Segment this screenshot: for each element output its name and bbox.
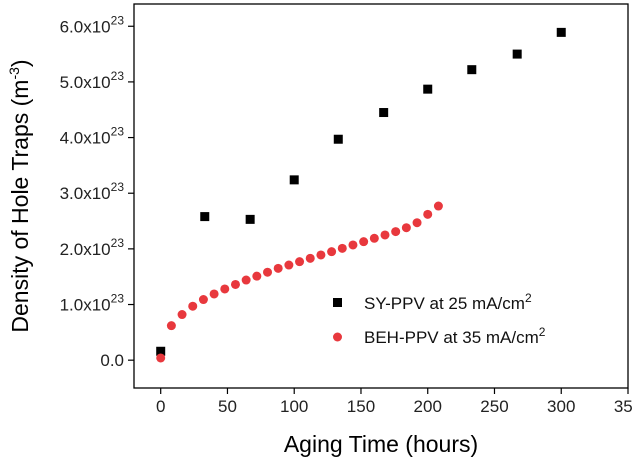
legend-label-sy-ppv-text: SY-PPV at 25 mA/cm [364, 294, 525, 313]
beh-ppv-point [273, 263, 283, 273]
beh-ppv-point [348, 240, 358, 250]
beh-ppv-point [252, 271, 262, 281]
plot-frame [133, 3, 629, 389]
data-points [156, 27, 566, 363]
sy-ppv-point [200, 212, 210, 222]
y-tick-label: 6.0x1023 [60, 13, 125, 36]
y-tick-label: 4.0x1023 [60, 125, 125, 148]
sy-ppv-point [379, 108, 389, 118]
beh-ppv-point [305, 253, 315, 263]
beh-ppv-point [391, 227, 401, 237]
y-axis-tick-labels: 0.0 1.0x1023 2.0x1023 3.0x1023 4.0x1023 5.0x1… [60, 13, 125, 370]
beh-ppv-point [295, 257, 305, 267]
y-tick-label: 3.0x1023 [60, 180, 125, 203]
y-axis-title-main: Density of Hole Traps (m [7, 80, 33, 333]
sy-ppv-point [556, 27, 566, 37]
legend-label-beh-ppv-text: BEH-PPV at 35 mA/cm [364, 328, 539, 347]
y-tick-label: 1.0x1023 [60, 292, 125, 315]
beh-ppv-point [380, 230, 390, 240]
sy-ppv-point [156, 346, 166, 356]
legend-marker-sy-ppv [333, 298, 342, 307]
beh-ppv-point [263, 267, 273, 277]
legend-label-sy-ppv: SY-PPV at 25 mA/cm2 [364, 291, 532, 313]
beh-ppv-point [188, 301, 198, 311]
beh-ppv-point [401, 223, 411, 233]
y-axis-title-close: ) [7, 59, 33, 67]
beh-ppv-point [156, 353, 166, 363]
beh-ppv-point [166, 321, 176, 331]
beh-ppv-point [327, 247, 337, 257]
legend-label-beh-ppv-exponent: 2 [539, 325, 546, 339]
beh-ppv-point [369, 233, 379, 243]
y-axis-title-exponent: -3 [6, 67, 22, 80]
sy-ppv-point [423, 84, 433, 94]
x-tick-label: 0 [156, 397, 165, 416]
beh-ppv-point [230, 279, 240, 289]
beh-ppv-point [284, 260, 294, 270]
beh-ppv-point [241, 275, 251, 285]
beh-ppv-point [412, 218, 422, 228]
x-tick-label: 300 [547, 397, 575, 416]
legend-label-sy-ppv-exponent: 2 [525, 291, 532, 305]
x-tick-label: 150 [347, 397, 375, 416]
x-axis-title: Aging Time (hours) [284, 431, 478, 457]
beh-ppv-point [337, 243, 347, 253]
y-tick-label: 2.0x1023 [60, 236, 125, 259]
x-tick-label: 250 [480, 397, 508, 416]
sy-ppv-point [289, 175, 299, 185]
sy-ppv-point [245, 214, 255, 224]
beh-ppv-point [198, 295, 208, 305]
sy-ppv-point [512, 49, 522, 59]
sy-ppv-point [467, 65, 477, 75]
axis-ticks [128, 25, 629, 394]
sy-ppv-point [333, 134, 343, 144]
beh-ppv-point [177, 310, 187, 320]
beh-ppv-point [209, 289, 219, 299]
beh-ppv-point [220, 284, 230, 294]
y-tick-label: 5.0x1023 [60, 69, 125, 92]
beh-ppv-point [316, 250, 326, 260]
legend-marker-beh-ppv [333, 332, 342, 342]
beh-ppv-point [433, 201, 443, 211]
x-tick-label: 100 [280, 397, 308, 416]
x-tick-label: 350 [614, 397, 633, 416]
x-axis-tick-labels: 0 50 100 150 200 250 300 350 [156, 397, 633, 416]
legend-label-beh-ppv: BEH-PPV at 35 mA/cm2 [364, 325, 546, 347]
beh-ppv-point [423, 209, 433, 219]
x-tick-label: 200 [414, 397, 442, 416]
beh-ppv-point [359, 237, 369, 247]
y-tick-label: 0.0 [100, 351, 124, 370]
y-axis-title: Density of Hole Traps (m-3) [6, 59, 33, 332]
legend: SY-PPV at 25 mA/cm2 BEH-PPV at 35 mA/cm2 [333, 291, 546, 347]
x-tick-label: 50 [218, 397, 237, 416]
